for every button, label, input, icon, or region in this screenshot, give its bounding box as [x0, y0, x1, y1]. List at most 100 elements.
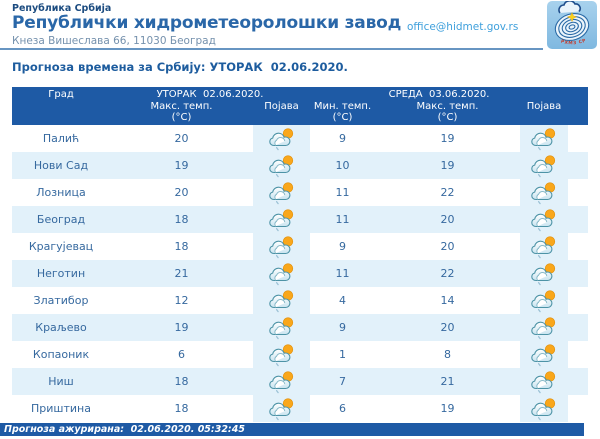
partly-cloudy-drizzle-icon [531, 154, 556, 177]
institution-title: Републички хидрометеоролошки завод [12, 13, 402, 33]
day2-min-temp: 6 [339, 401, 346, 415]
day1-phenomenon-cell [253, 313, 310, 341]
table-row: Палић 20 9 19 [12, 124, 588, 152]
day2-min-temp: 9 [310, 313, 375, 341]
day2-phenomenon-cell [520, 259, 568, 287]
city-name: Краљево [12, 313, 110, 341]
city-name: Златибор [33, 293, 89, 307]
row-spacer-cell [568, 367, 588, 395]
city-name: Нови Сад [12, 151, 110, 179]
city-name: Копаоник [32, 347, 90, 361]
day1-phenomenon-cell [253, 259, 310, 287]
day2-max-temp: 19 [375, 151, 520, 179]
row-spacer-cell [568, 179, 588, 206]
institution-address: Кнеза Вишеслава 66, 11030 Београд [12, 35, 216, 47]
partly-cloudy-drizzle-icon [531, 316, 556, 339]
day2-phenomenon-cell [520, 205, 568, 233]
partly-cloudy-drizzle-icon [531, 370, 556, 393]
email-link[interactable]: office@hidmet.gov.rs [407, 21, 519, 33]
col-group-day2: СРЕДА 03.06.2020. [310, 87, 568, 101]
day1-max-temp: 19 [110, 151, 253, 179]
table-row: Лозница 20 11 22 [12, 178, 588, 206]
day2-min-temp: 7 [310, 367, 375, 395]
day2-phenomenon-cell [520, 367, 568, 395]
col-header-day1-max: Макс. темп. (°C) [110, 100, 253, 125]
day2-max-temp: 21 [375, 367, 520, 395]
partly-cloudy-drizzle-icon [531, 289, 556, 312]
last-updated-bar: Прогноза ажурирана: 02.06.2020. 05:32:45 [0, 422, 584, 436]
partly-cloudy-drizzle-icon [531, 208, 556, 231]
city-name: Приштина [31, 401, 91, 415]
day1-max-temp: 18 [110, 367, 253, 395]
partly-cloudy-drizzle-icon [268, 343, 293, 366]
day1-max-temp: 6 [178, 347, 185, 361]
partly-cloudy-drizzle-icon [268, 370, 293, 393]
day2-min-temp: 4 [339, 293, 346, 307]
day2-max-temp: 20 [375, 205, 520, 233]
day2-phenomenon-cell [520, 232, 568, 260]
day2-phenomenon-cell [520, 151, 568, 179]
day1-max-temp: 20 [174, 185, 189, 199]
page-header: Република Србија Републички хидрометеоро… [0, 0, 600, 50]
day2-min-temp: 9 [339, 131, 346, 145]
day2-phenomenon-cell [520, 340, 568, 368]
col-header-day1-phenomenon: Појава [253, 100, 310, 125]
day1-phenomenon-cell [253, 178, 310, 206]
day1-phenomenon-cell [253, 286, 310, 314]
row-spacer-cell [568, 341, 588, 368]
day1-phenomenon-cell [253, 340, 310, 368]
day1-max-temp: 18 [174, 239, 189, 253]
day1-max-temp: 19 [110, 313, 253, 341]
partly-cloudy-drizzle-icon [531, 343, 556, 366]
row-spacer-cell [568, 313, 588, 341]
day1-phenomenon-cell [253, 394, 310, 422]
city-name: Лозница [36, 185, 86, 199]
partly-cloudy-drizzle-icon [531, 127, 556, 150]
partly-cloudy-drizzle-icon [268, 262, 293, 285]
city-name: Неготин [12, 259, 110, 287]
city-name: Београд [12, 205, 110, 233]
day2-max-temp: 19 [440, 131, 455, 145]
city-name: Палић [42, 131, 80, 145]
day2-min-temp: 10 [310, 151, 375, 179]
row-spacer-cell [568, 151, 588, 179]
table-row: Приштина 18 6 19 [12, 394, 588, 422]
header-divider [0, 48, 543, 50]
day2-min-temp: 1 [339, 347, 346, 361]
partly-cloudy-drizzle-icon [268, 154, 293, 177]
day1-phenomenon-cell [253, 151, 310, 179]
partly-cloudy-drizzle-icon [531, 181, 556, 204]
city-name: Ниш [12, 367, 110, 395]
day1-max-temp: 21 [110, 259, 253, 287]
day2-max-temp: 22 [375, 259, 520, 287]
forecast-table-header: Град УТОРАК 02.06.2020. СРЕДА 03.06.2020… [12, 87, 588, 125]
table-row: Златибор 12 4 14 [12, 286, 588, 314]
partly-cloudy-drizzle-icon [268, 289, 293, 312]
day2-max-temp: 14 [440, 293, 455, 307]
table-row: Неготин 21 11 22 [12, 259, 588, 287]
row-spacer-cell [568, 287, 588, 314]
row-spacer-cell [568, 259, 588, 287]
partly-cloudy-drizzle-icon [268, 127, 293, 150]
day2-max-temp: 8 [444, 347, 451, 361]
row-spacer-cell [568, 233, 588, 260]
day1-max-temp: 18 [110, 205, 253, 233]
col-header-city: Град [12, 87, 110, 125]
city-name: Крагујевац [28, 239, 94, 253]
day2-phenomenon-cell [520, 124, 568, 152]
table-row: Ниш 18 7 21 [12, 367, 588, 395]
country-label: Република Србија [12, 3, 112, 14]
partly-cloudy-drizzle-icon [268, 397, 293, 420]
col-header-spacer [568, 87, 588, 125]
partly-cloudy-drizzle-icon [268, 235, 293, 258]
table-row: Крагујевац 18 9 20 [12, 232, 588, 260]
partly-cloudy-drizzle-icon [531, 262, 556, 285]
day2-max-temp: 19 [440, 401, 455, 415]
day2-max-temp: 20 [375, 313, 520, 341]
table-row: Краљево 19 9 20 [12, 313, 588, 341]
day1-max-temp: 18 [174, 401, 189, 415]
day1-max-temp: 12 [174, 293, 189, 307]
col-header-day2-min: Мин. темп. (°C) [310, 100, 375, 125]
table-row: Копаоник 6 1 8 [12, 340, 588, 368]
day1-phenomenon-cell [253, 124, 310, 152]
